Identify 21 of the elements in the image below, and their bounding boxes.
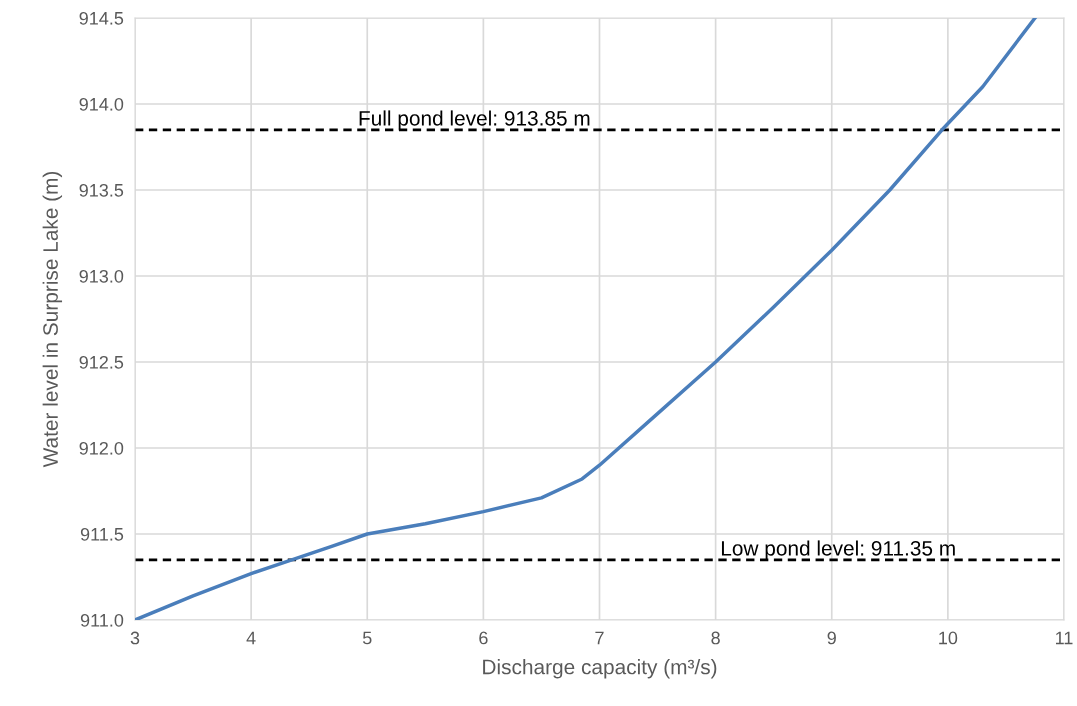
x-tick-label: 9: [827, 631, 836, 645]
y-tick-label: 914.0: [79, 97, 124, 111]
x-tick-label: 7: [595, 631, 604, 645]
x-tick-label: 3: [130, 631, 140, 645]
y-tick-label: 911.0: [80, 613, 124, 627]
x-tick-label: 6: [479, 631, 488, 645]
ref-line-label: Low pond level: 911.35 m: [721, 540, 955, 560]
x-tick-label: 5: [362, 631, 372, 645]
y-tick-label: 913.5: [79, 183, 124, 197]
y-tick-label: 912.0: [79, 441, 124, 455]
y-tick-label: 914.5: [79, 11, 124, 25]
ref-line-label: Full pond level: 913.85 m: [359, 110, 590, 130]
y-tick-label: 913.0: [79, 269, 124, 283]
x-tick-label: 8: [711, 631, 720, 645]
x-tick-label: 10: [939, 631, 958, 645]
y-axis-title: Water level in Surprise Lake (m): [42, 171, 63, 468]
x-axis-title: Discharge capacity (m³/s): [483, 659, 717, 679]
x-tick-label: 4: [246, 631, 256, 645]
y-tick-label: 911.5: [80, 527, 124, 541]
x-tick-label: 11: [1056, 631, 1073, 645]
y-tick-label: 912.5: [79, 355, 124, 369]
